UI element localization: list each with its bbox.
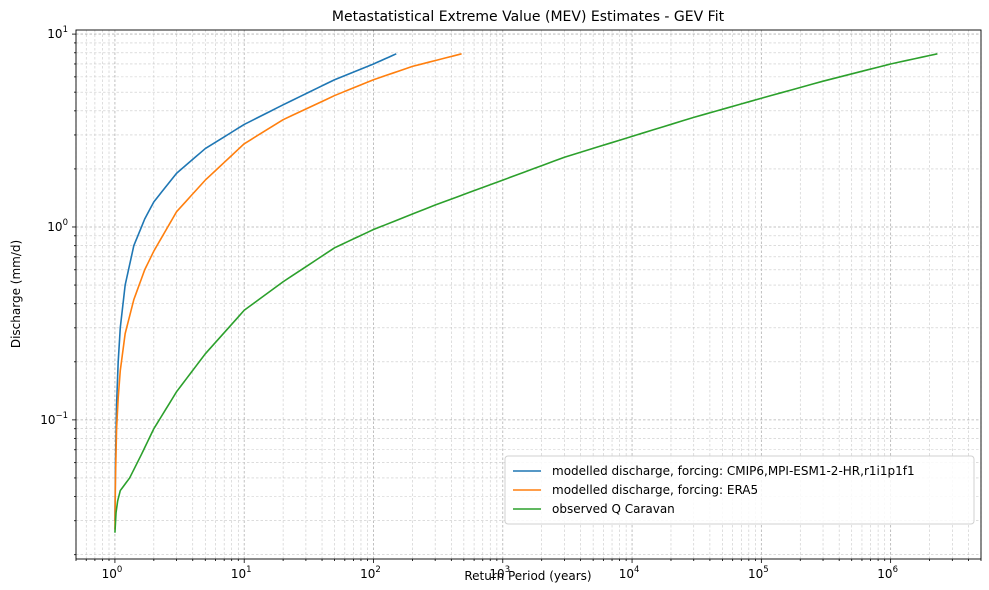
x-tick-base: 10 — [748, 567, 763, 581]
x-axis-label: Return Period (years) — [464, 569, 591, 583]
y-tick-label: 100 — [47, 218, 68, 234]
plot-frame — [75, 29, 982, 560]
x-tick-exponent: 0 — [117, 565, 122, 575]
series-layer — [114, 53, 938, 533]
x-tick-label: 104 — [619, 565, 640, 581]
y-tick-base: 10 — [47, 220, 62, 234]
y-tick-label: 101 — [47, 25, 68, 41]
x-tick-label: 105 — [748, 565, 769, 581]
series-line-3 — [114, 53, 938, 533]
x-tick-exponent: 1 — [246, 565, 251, 575]
x-tick-label: 101 — [231, 565, 252, 581]
legend-label-1: modelled discharge, forcing: CMIP6,MPI-E… — [552, 464, 915, 478]
y-tick-label: 10−1 — [40, 411, 68, 427]
x-tick-label: 102 — [360, 565, 381, 581]
x-tick-label: 106 — [877, 565, 898, 581]
y-tick-base: 10 — [47, 27, 62, 41]
legend-label-3: observed Q Caravan — [552, 502, 675, 516]
y-tick-exponent: 1 — [63, 25, 68, 35]
x-tick-exponent: 4 — [634, 565, 639, 575]
x-tick-exponent: 3 — [505, 565, 510, 575]
y-tick-base: 10 — [40, 413, 55, 427]
y-axis-label: Discharge (mm/d) — [9, 240, 23, 348]
y-tick-exponent: 0 — [63, 218, 68, 228]
x-tick-label: 103 — [489, 565, 510, 581]
x-tick-exponent: 2 — [375, 565, 380, 575]
x-tick-base: 10 — [231, 567, 246, 581]
x-tick-label: 100 — [102, 565, 123, 581]
x-axis: 100 101 102 103 104 105 106 — [75, 559, 982, 581]
legend: modelled discharge, forcing: CMIP6,MPI-E… — [504, 455, 975, 525]
x-tick-base: 10 — [619, 567, 634, 581]
y-tick-exponent: −1 — [55, 411, 68, 421]
x-tick-base: 10 — [360, 567, 375, 581]
x-tick-exponent: 6 — [893, 565, 898, 575]
x-tick-base: 10 — [489, 567, 504, 581]
x-tick-exponent: 5 — [763, 565, 768, 575]
chart-title: Metastatistical Extreme Value (MEV) Esti… — [332, 9, 725, 25]
series-line-1 — [114, 53, 397, 521]
series-line-2 — [114, 53, 462, 530]
legend-box — [504, 455, 975, 525]
x-tick-base: 10 — [102, 567, 117, 581]
x-tick-base: 10 — [877, 567, 892, 581]
legend-label-2: modelled discharge, forcing: ERA5 — [552, 483, 758, 497]
